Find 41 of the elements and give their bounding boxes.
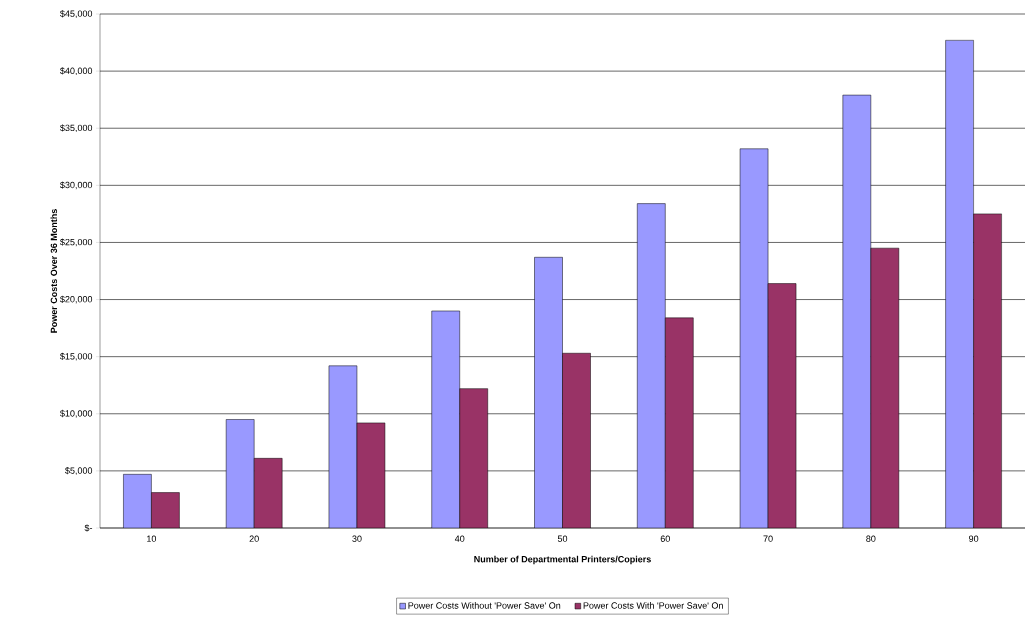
bar [151,492,180,528]
y-tick-label: $15,000 [60,352,93,361]
x-tick-label: 60 [660,535,670,542]
y-tick-label: $30,000 [60,181,93,190]
bar [973,213,1002,528]
x-tick-label: 30 [352,535,362,542]
y-tick-label: $35,000 [60,124,93,133]
bar [356,422,386,528]
x-tick-label: 90 [969,535,979,542]
bar [328,365,358,528]
bar [842,94,872,528]
bar [767,283,797,528]
bar [225,419,255,528]
y-axis-title: Power Costs Over 36 Months [50,209,58,333]
bar [459,388,488,528]
x-tick-label: 70 [763,535,773,542]
bar [123,474,152,528]
y-tick-label: $20,000 [60,295,93,304]
x-axis-title: Number of Departmental Printers/Copiers [474,555,651,565]
y-tick-label: $10,000 [60,409,93,418]
x-tick-label: 40 [454,535,465,542]
x-tick-label: 20 [249,535,259,542]
y-tick-label: $25,000 [60,238,93,247]
x-tick-label: 80 [866,535,876,542]
x-tick-label: 50 [557,535,568,542]
legend-label: Power Costs Without 'Power Save' On [408,602,561,609]
bar [253,458,283,528]
bar [637,203,666,528]
x-tick-label: 10 [147,535,157,542]
bar [534,257,563,528]
y-tick-label: $45,000 [60,10,93,18]
y-tick-label: $5,000 [65,466,93,475]
y-tick-label: $- [84,524,93,532]
bar [665,317,694,528]
bar [562,352,591,528]
bar [739,148,769,528]
bar [945,40,974,528]
bar [431,310,460,528]
y-tick-label: $40,000 [60,67,93,76]
legend-label: Power Costs With 'Power Save' On [583,602,723,609]
bar [870,247,900,528]
